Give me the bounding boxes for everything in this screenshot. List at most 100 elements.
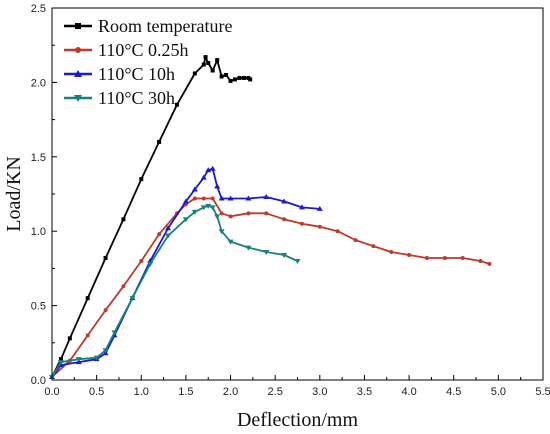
data-point xyxy=(487,261,492,266)
data-point xyxy=(228,78,233,83)
data-point xyxy=(281,253,288,259)
x-tick-label: 3.0 xyxy=(312,386,327,398)
x-tick-label: 5.5 xyxy=(535,386,550,398)
data-point xyxy=(263,193,270,199)
data-point xyxy=(75,357,82,363)
data-point xyxy=(75,47,81,53)
data-point xyxy=(203,55,208,60)
data-point xyxy=(248,77,253,82)
data-point xyxy=(157,139,162,144)
data-point xyxy=(174,102,179,107)
data-point xyxy=(85,296,90,301)
data-point xyxy=(111,330,118,336)
data-point xyxy=(209,165,216,171)
data-point xyxy=(182,217,189,223)
data-point xyxy=(224,72,229,77)
data-point xyxy=(139,258,144,263)
data-point xyxy=(215,58,220,63)
x-tick-label: 0.0 xyxy=(44,386,59,398)
y-tick-label: 0.0 xyxy=(31,375,46,387)
data-point xyxy=(121,284,126,289)
x-tick-label: 2.5 xyxy=(268,386,283,398)
data-point xyxy=(218,229,225,235)
x-tick-label: 0.5 xyxy=(89,386,104,398)
data-point xyxy=(389,250,394,255)
legend-label: Room temperature xyxy=(98,16,232,36)
legend-label: 110°C 30h xyxy=(98,88,175,108)
data-point xyxy=(85,333,90,338)
data-point xyxy=(205,167,212,173)
data-point xyxy=(241,75,246,80)
data-point xyxy=(246,211,251,216)
legend-item: 110°C 30h xyxy=(64,88,175,108)
data-point xyxy=(214,183,221,189)
data-point xyxy=(264,211,269,216)
data-point xyxy=(227,239,234,245)
data-point xyxy=(67,336,72,341)
legend-label: 110°C 0.25h xyxy=(98,40,189,60)
data-point xyxy=(460,255,465,260)
data-point xyxy=(205,203,212,209)
data-point xyxy=(210,68,215,73)
legend: Room temperature 110°C 0.25h 110°C 10h 110°… xyxy=(64,16,232,108)
data-point xyxy=(227,195,234,201)
data-point xyxy=(58,357,63,362)
data-point xyxy=(182,198,189,204)
data-point xyxy=(353,238,358,243)
data-point xyxy=(103,255,108,260)
x-axis-title: Deflection/mm xyxy=(237,409,359,431)
data-point xyxy=(245,195,252,201)
data-point xyxy=(294,258,301,264)
y-tick-label: 1.5 xyxy=(31,152,46,164)
y-axis-title: Load/KN xyxy=(3,156,25,232)
data-point xyxy=(201,62,206,67)
legend-label: 110°C 10h xyxy=(98,64,175,84)
legend-item: Room temperature xyxy=(64,16,232,36)
data-point xyxy=(233,77,238,82)
series-1 xyxy=(50,196,492,380)
data-point xyxy=(121,217,126,222)
data-point xyxy=(74,95,82,102)
x-tick-label: 4.5 xyxy=(446,386,461,398)
series-3 xyxy=(49,203,301,381)
series-line xyxy=(51,167,320,378)
series-layer xyxy=(49,55,492,381)
data-point xyxy=(93,355,100,361)
data-point xyxy=(192,196,197,201)
y-axis: 0.0 0.5 1.0 1.5 2.0 2.5 xyxy=(31,3,57,387)
x-tick-label: 1.5 xyxy=(178,386,193,398)
data-point xyxy=(165,233,172,239)
x-tick-label: 5.0 xyxy=(491,386,506,398)
data-point xyxy=(200,174,207,180)
data-point xyxy=(157,232,162,237)
data-point xyxy=(371,244,376,249)
data-point xyxy=(206,61,211,66)
series-line xyxy=(51,204,298,378)
data-point xyxy=(192,71,197,76)
data-point xyxy=(139,177,144,182)
data-point xyxy=(129,296,136,302)
y-tick-label: 0.5 xyxy=(31,301,46,313)
data-point xyxy=(424,255,429,260)
legend-item: 110°C 0.25h xyxy=(64,40,189,60)
x-tick-label: 3.5 xyxy=(357,386,372,398)
data-point xyxy=(165,225,172,231)
data-point xyxy=(316,205,323,211)
data-point xyxy=(299,221,304,226)
data-point xyxy=(298,204,305,210)
data-point xyxy=(282,217,287,222)
data-point xyxy=(263,250,270,256)
data-point xyxy=(218,195,225,201)
data-point xyxy=(442,255,447,260)
data-point xyxy=(74,70,82,77)
data-point xyxy=(237,75,242,80)
data-point xyxy=(191,186,198,192)
series-line xyxy=(51,197,490,378)
data-point xyxy=(214,214,221,220)
y-tick-label: 2.0 xyxy=(31,77,46,89)
x-tick-label: 4.0 xyxy=(401,386,416,398)
data-point xyxy=(219,211,224,216)
data-point xyxy=(103,308,108,313)
data-point xyxy=(407,253,412,258)
